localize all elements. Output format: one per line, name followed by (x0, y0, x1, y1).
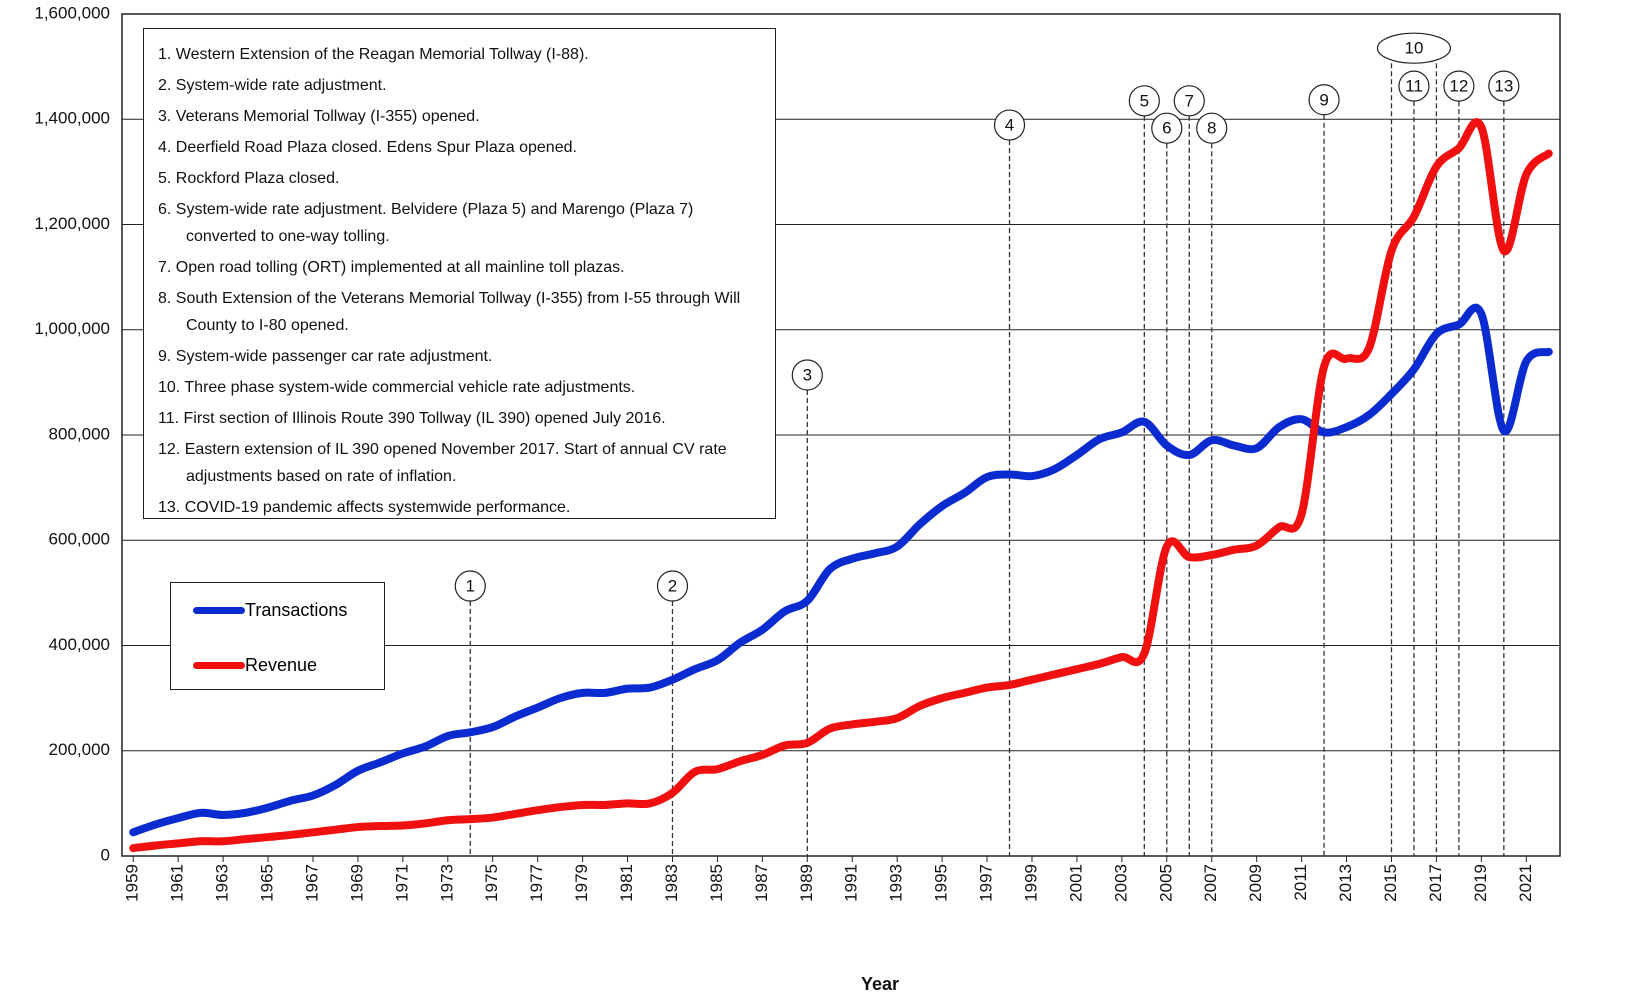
note: 11. First section of Illinois Route 390 … (158, 410, 666, 427)
x-tick-label: 1971 (392, 864, 411, 902)
x-tick-label: 1981 (617, 864, 636, 902)
x-tick-label: 1989 (797, 864, 816, 902)
x-tick-label: 1965 (258, 864, 277, 902)
annotation-label: 8 (1207, 119, 1216, 138)
x-tick-label: 1959 (123, 864, 142, 902)
x-tick-label: 1975 (482, 864, 501, 902)
x-tick-label: 1983 (662, 864, 681, 902)
annotation-marker (1376, 32, 1452, 64)
series-line (129, 303, 1553, 837)
x-tick-label: 2009 (1246, 864, 1265, 902)
annotation-label: 1 (466, 577, 475, 596)
x-tick-label: 1997 (977, 864, 996, 902)
x-tick-label: 1969 (347, 864, 366, 902)
note: 5. Rockford Plaza closed. (158, 170, 340, 187)
annotation-label: 2 (668, 577, 677, 596)
x-tick-label: 1987 (752, 864, 771, 902)
y-tick-label: 1,600,000 (34, 3, 110, 22)
annotation-label: 4 (1005, 116, 1014, 135)
annotation-label: 5 (1140, 91, 1149, 110)
x-tick-label: 2013 (1336, 864, 1355, 902)
y-tick-label: 400,000 (49, 635, 110, 654)
y-tick-label: 1,200,000 (34, 214, 110, 233)
annotation-marker (1488, 70, 1520, 102)
legend-label: Transactions (245, 599, 348, 620)
x-tick-label: 1961 (168, 864, 187, 902)
annotation-marker (656, 570, 689, 602)
annotation-marker (454, 570, 486, 602)
legend-swatch (193, 661, 245, 669)
note: 9. System-wide passenger car rate adjust… (158, 348, 493, 365)
y-tick-label: 0 (101, 845, 110, 864)
x-tick-label: 1967 (302, 864, 321, 902)
x-tick-label: 1979 (572, 864, 591, 902)
legend-entry: Revenue (193, 655, 317, 675)
annotation-marker (791, 359, 823, 391)
x-tick-label: 1977 (527, 864, 546, 902)
legend-entry: Transactions (193, 600, 347, 620)
x-tick-label: 2017 (1426, 864, 1445, 902)
note: 4. Deerfield Road Plaza closed. Edens Sp… (158, 139, 577, 156)
annotation-label: 11 (1405, 77, 1423, 96)
annotation-marker (1308, 84, 1340, 116)
legend-swatch (193, 606, 245, 614)
x-axis-label: Year (861, 974, 899, 993)
note: 13. COVID-19 pandemic affects systemwide… (158, 499, 571, 516)
x-tick-label: 2015 (1381, 864, 1400, 902)
annotation-label: 7 (1185, 91, 1194, 110)
annotation-marker (1398, 70, 1430, 102)
y-tick-label: 600,000 (49, 530, 110, 549)
annotation-marker (1151, 112, 1183, 144)
note: 12. Eastern extension of IL 390 opened N… (158, 441, 727, 485)
y-tick-label: 1,400,000 (34, 109, 110, 128)
x-tick-label: 2019 (1471, 864, 1490, 902)
x-tick-label: 2005 (1156, 864, 1175, 902)
notes-box: 1. Western Extension of the Reagan Memor… (143, 28, 776, 519)
x-tick-label: 1973 (437, 864, 456, 902)
annotation-marker (1173, 85, 1205, 117)
annotation-label: 10 (1404, 39, 1423, 58)
note: 8. South Extension of the Veterans Memor… (158, 290, 741, 334)
note: 2. System-wide rate adjustment. (158, 77, 387, 94)
y-tick-label: 1,000,000 (34, 319, 110, 338)
x-tick-label: 1963 (213, 864, 232, 902)
legend: Transactions Revenue (170, 582, 385, 690)
series-line (129, 118, 1553, 853)
annotation-label: 3 (803, 365, 812, 384)
note: 7. Open road tolling (ORT) implemented a… (158, 259, 625, 276)
x-tick-label: 2003 (1111, 864, 1130, 902)
annotation-marker (1443, 70, 1475, 102)
y-tick-label: 200,000 (49, 740, 110, 759)
annotation-label: 13 (1494, 77, 1513, 96)
annotation-label: 9 (1319, 90, 1328, 109)
x-tick-label: 1993 (887, 864, 906, 902)
x-tick-label: 2001 (1066, 864, 1085, 902)
y-tick-label: 800,000 (49, 424, 110, 443)
annotation-label: 6 (1162, 119, 1171, 138)
note: 6. System-wide rate adjustment. Belvider… (158, 201, 694, 245)
x-tick-label: 1995 (932, 864, 951, 902)
annotation-marker (1196, 112, 1228, 144)
annotation-marker (993, 109, 1026, 141)
note: 3. Veterans Memorial Tollway (I-355) ope… (158, 108, 480, 125)
x-tick-label: 2021 (1516, 864, 1535, 902)
legend-label: Revenue (245, 654, 318, 675)
x-tick-label: 1999 (1021, 864, 1040, 902)
x-tick-label: 1985 (707, 864, 726, 902)
x-tick-label: 1991 (842, 864, 861, 902)
x-tick-label: 2007 (1201, 864, 1220, 902)
annotation-label: 12 (1449, 77, 1468, 96)
annotation-marker (1128, 85, 1160, 117)
note: 1. Western Extension of the Reagan Memor… (158, 46, 589, 63)
note: 10. Three phase system-wide commercial v… (158, 379, 636, 396)
x-tick-label: 2011 (1291, 864, 1310, 901)
